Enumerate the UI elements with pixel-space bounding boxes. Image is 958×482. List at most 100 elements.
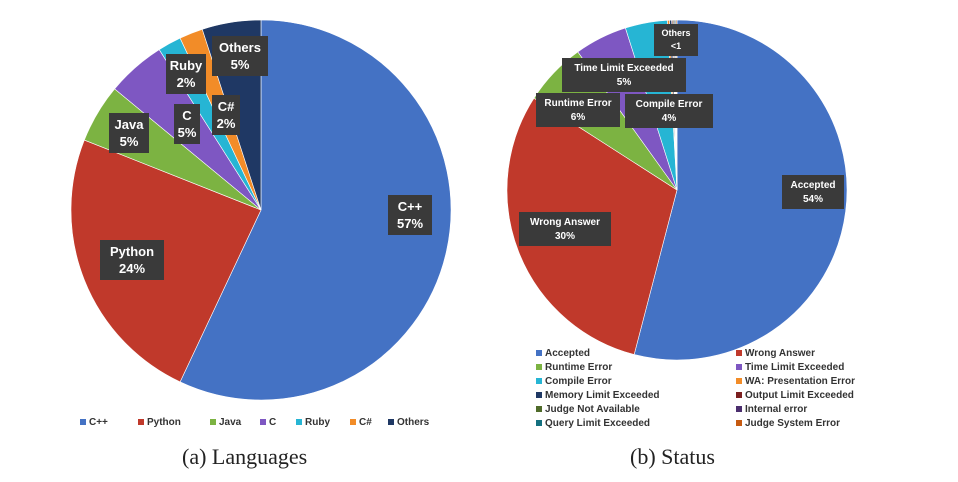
- label-text: Java: [115, 117, 145, 132]
- legend-swatch: [736, 406, 742, 412]
- legend-swatch: [736, 350, 742, 356]
- legend-label: WA: Presentation Error: [745, 376, 855, 387]
- pie-label-java: Java 5%: [109, 113, 149, 153]
- label-text: Others: [661, 28, 690, 38]
- legend-swatch: [536, 420, 542, 426]
- pie-label-wrong-answer: Wrong Answer 30%: [519, 212, 611, 246]
- legend-label: Internal error: [745, 404, 807, 415]
- label-text: Python: [110, 244, 154, 259]
- legend-entry-java: Java: [210, 417, 242, 428]
- label-box: [109, 113, 149, 153]
- pie-slice-python: [70, 139, 262, 383]
- legend-entry-judge-not-available: Judge Not Available: [536, 404, 640, 415]
- label-text: 2%: [177, 75, 196, 90]
- pie-label-time-limit-exceeded: Time Limit Exceeded 5%: [562, 58, 686, 92]
- legend-entry-memory-limit-exceeded: Memory Limit Exceeded: [536, 390, 659, 401]
- legend-swatch: [736, 392, 742, 398]
- label-text: Accepted: [790, 180, 835, 191]
- legend-swatch: [736, 420, 742, 426]
- legend-label: Query Limit Exceeded: [545, 418, 650, 429]
- label-text: 24%: [119, 261, 145, 276]
- legend-swatch: [296, 419, 302, 425]
- label-text: Time Limit Exceeded: [574, 63, 673, 74]
- legend-entry-python: Python: [138, 417, 181, 428]
- label-text: C#: [218, 99, 235, 114]
- legend-label: Ruby: [305, 417, 330, 428]
- label-text: 2%: [217, 116, 236, 131]
- label-text: 5%: [231, 57, 250, 72]
- legend-label: Compile Error: [545, 376, 612, 387]
- legend-swatch: [536, 406, 542, 412]
- label-text: 4%: [662, 113, 677, 124]
- label-box: [654, 24, 698, 56]
- label-text: Others: [219, 40, 261, 55]
- legend-label: C: [269, 417, 276, 428]
- label-text: C++: [398, 199, 423, 214]
- label-text: Wrong Answer: [530, 217, 600, 228]
- legend-swatch: [138, 419, 144, 425]
- legend-label: Judge Not Available: [545, 404, 640, 415]
- legend-swatch: [80, 419, 86, 425]
- legend-label: C#: [359, 417, 372, 428]
- pie-label-python: Python 24%: [100, 240, 164, 280]
- legend-swatch: [536, 378, 542, 384]
- pie-label-accepted: Accepted 54%: [782, 175, 844, 209]
- label-box: [562, 58, 686, 92]
- label-text: Compile Error: [636, 99, 703, 110]
- languages-caption: (a) Languages: [182, 444, 308, 469]
- legend-swatch: [260, 419, 266, 425]
- legend-swatch: [536, 364, 542, 370]
- pie-label-others: Others <1: [654, 24, 698, 56]
- label-text: 57%: [397, 216, 423, 231]
- status-caption: (b) Status: [630, 444, 715, 469]
- label-text: C: [182, 108, 192, 123]
- label-box: [212, 95, 240, 135]
- label-text: 5%: [617, 77, 632, 88]
- pie-label-runtime-error: Runtime Error 6%: [536, 93, 620, 127]
- label-text: 5%: [178, 125, 197, 140]
- pie-label-compile-error: Compile Error 4%: [625, 94, 713, 128]
- legend-label: Accepted: [545, 348, 590, 359]
- legend-entry-wrong-answer: Wrong Answer: [736, 348, 815, 359]
- languages-pie-svg: C++ 57% Python 24% Java 5% C 5% Ruby 2% C# 2% Others…: [70, 19, 452, 428]
- legend-entry-internal-error: Internal error: [736, 404, 807, 415]
- legend-entry-runtime-error: Runtime Error: [536, 362, 612, 373]
- label-box: [625, 94, 713, 128]
- label-text: Runtime Error: [544, 98, 611, 109]
- label-box: [536, 93, 620, 127]
- legend-swatch: [736, 378, 742, 384]
- label-box: [782, 175, 844, 209]
- label-box: [174, 104, 200, 144]
- legend-label: C++: [89, 417, 108, 428]
- label-box: [212, 36, 268, 76]
- label-text: <1: [671, 41, 681, 51]
- legend-entry-query-limit-exceeded: Query Limit Exceeded: [536, 418, 650, 429]
- label-box: [388, 195, 432, 235]
- legend-entry-output-limit-exceeded: Output Limit Exceeded: [736, 390, 854, 401]
- legend-swatch: [536, 350, 542, 356]
- legend-label: Java: [219, 417, 242, 428]
- legend-label: Time Limit Exceeded: [745, 362, 844, 373]
- legend-label: Python: [147, 417, 181, 428]
- pie-slice-c: [179, 19, 452, 401]
- status-pie-svg: Accepted 54% Wrong Answer 30% Runtime Error 6…: [506, 19, 855, 429]
- legend-entry-accepted: Accepted: [536, 348, 590, 359]
- label-text: 6%: [571, 112, 586, 123]
- legend-entry-c: C: [260, 417, 276, 428]
- legend-entry-ruby: Ruby: [296, 417, 330, 428]
- label-text: 54%: [803, 194, 823, 205]
- legend-entry-judge-system-error: Judge System Error: [736, 418, 840, 429]
- pie-label-ruby: Ruby 2%: [166, 54, 206, 94]
- pie-label-c: C# 2%: [212, 95, 240, 135]
- legend-swatch: [536, 392, 542, 398]
- legend-entry-others: Others: [388, 417, 430, 428]
- legend-entry-compile-error: Compile Error: [536, 376, 612, 387]
- legend-swatch: [350, 419, 356, 425]
- legend-entry-c: C#: [350, 417, 372, 428]
- legend-swatch: [388, 419, 394, 425]
- legend-label: Judge System Error: [745, 418, 840, 429]
- pie-label-c: C++ 57%: [388, 195, 432, 235]
- legend-label: Memory Limit Exceeded: [545, 390, 659, 401]
- label-box: [519, 212, 611, 246]
- label-text: Ruby: [170, 58, 203, 73]
